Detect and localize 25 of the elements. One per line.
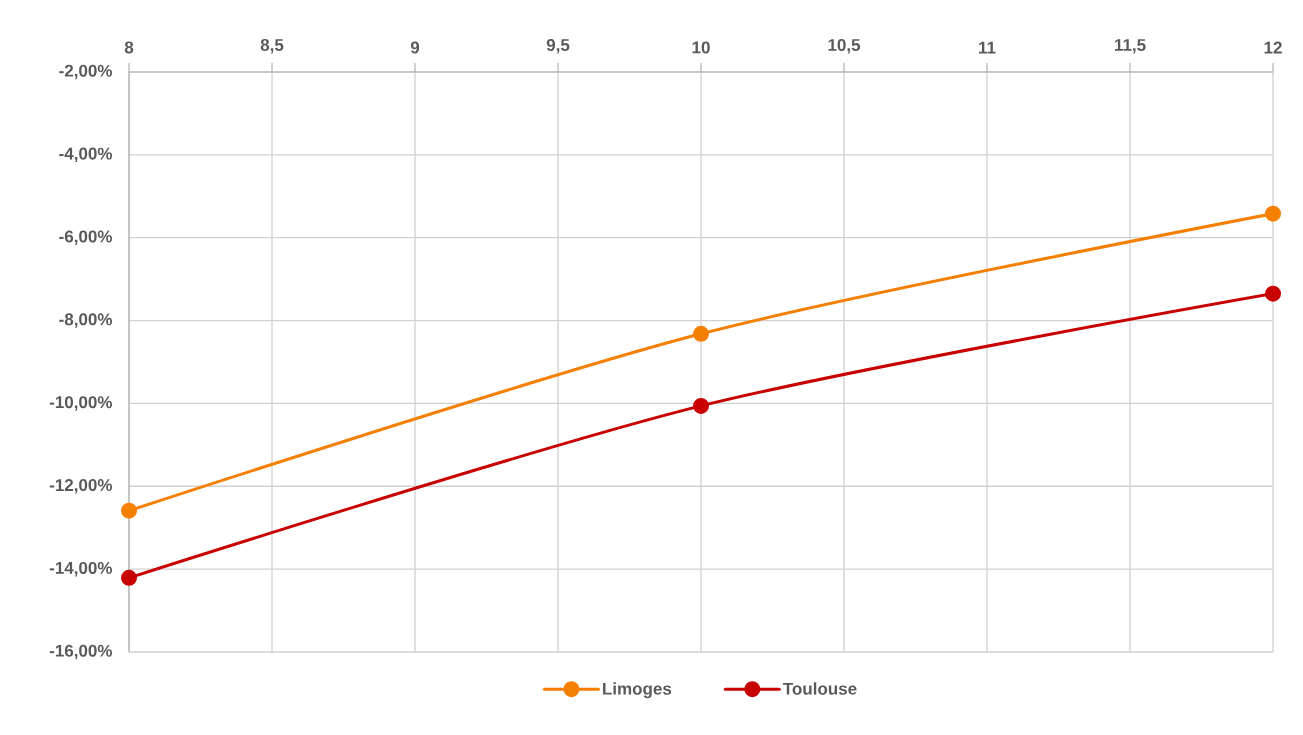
point [693, 325, 710, 342]
x-tick-label: 8 [124, 41, 134, 54]
x-tick-label: 10,5 [828, 38, 861, 54]
point [121, 569, 138, 586]
x-tick-label: 11,5 [1115, 39, 1146, 54]
x-tick-label: 9,5 [546, 38, 570, 54]
point [121, 502, 138, 519]
y-tick-label: -6,00% [59, 230, 113, 245]
x-tick-label: 12 [1264, 41, 1282, 54]
x-tick-label: 11 [979, 41, 996, 54]
y-tick-label: -10,00% [49, 396, 113, 411]
point [693, 397, 710, 414]
y-tick-label: -12,00% [49, 479, 113, 494]
y-tick-label: -16,00% [49, 644, 113, 660]
y-tick-label: -2,00% [59, 64, 113, 80]
point [1265, 285, 1282, 302]
y-tick-label: -14,00% [49, 561, 113, 577]
x-tick-label: 10 [692, 41, 710, 54]
point [1265, 205, 1282, 222]
legend-label: Limoges [603, 682, 672, 699]
x-tick-label: 8,5 [260, 38, 284, 54]
legend-label: Toulouse [783, 682, 857, 695]
y-tick-label: -8,00% [59, 313, 113, 328]
x-tick-label: 9 [410, 41, 420, 54]
y-tick-label: -4,00% [59, 147, 113, 163]
